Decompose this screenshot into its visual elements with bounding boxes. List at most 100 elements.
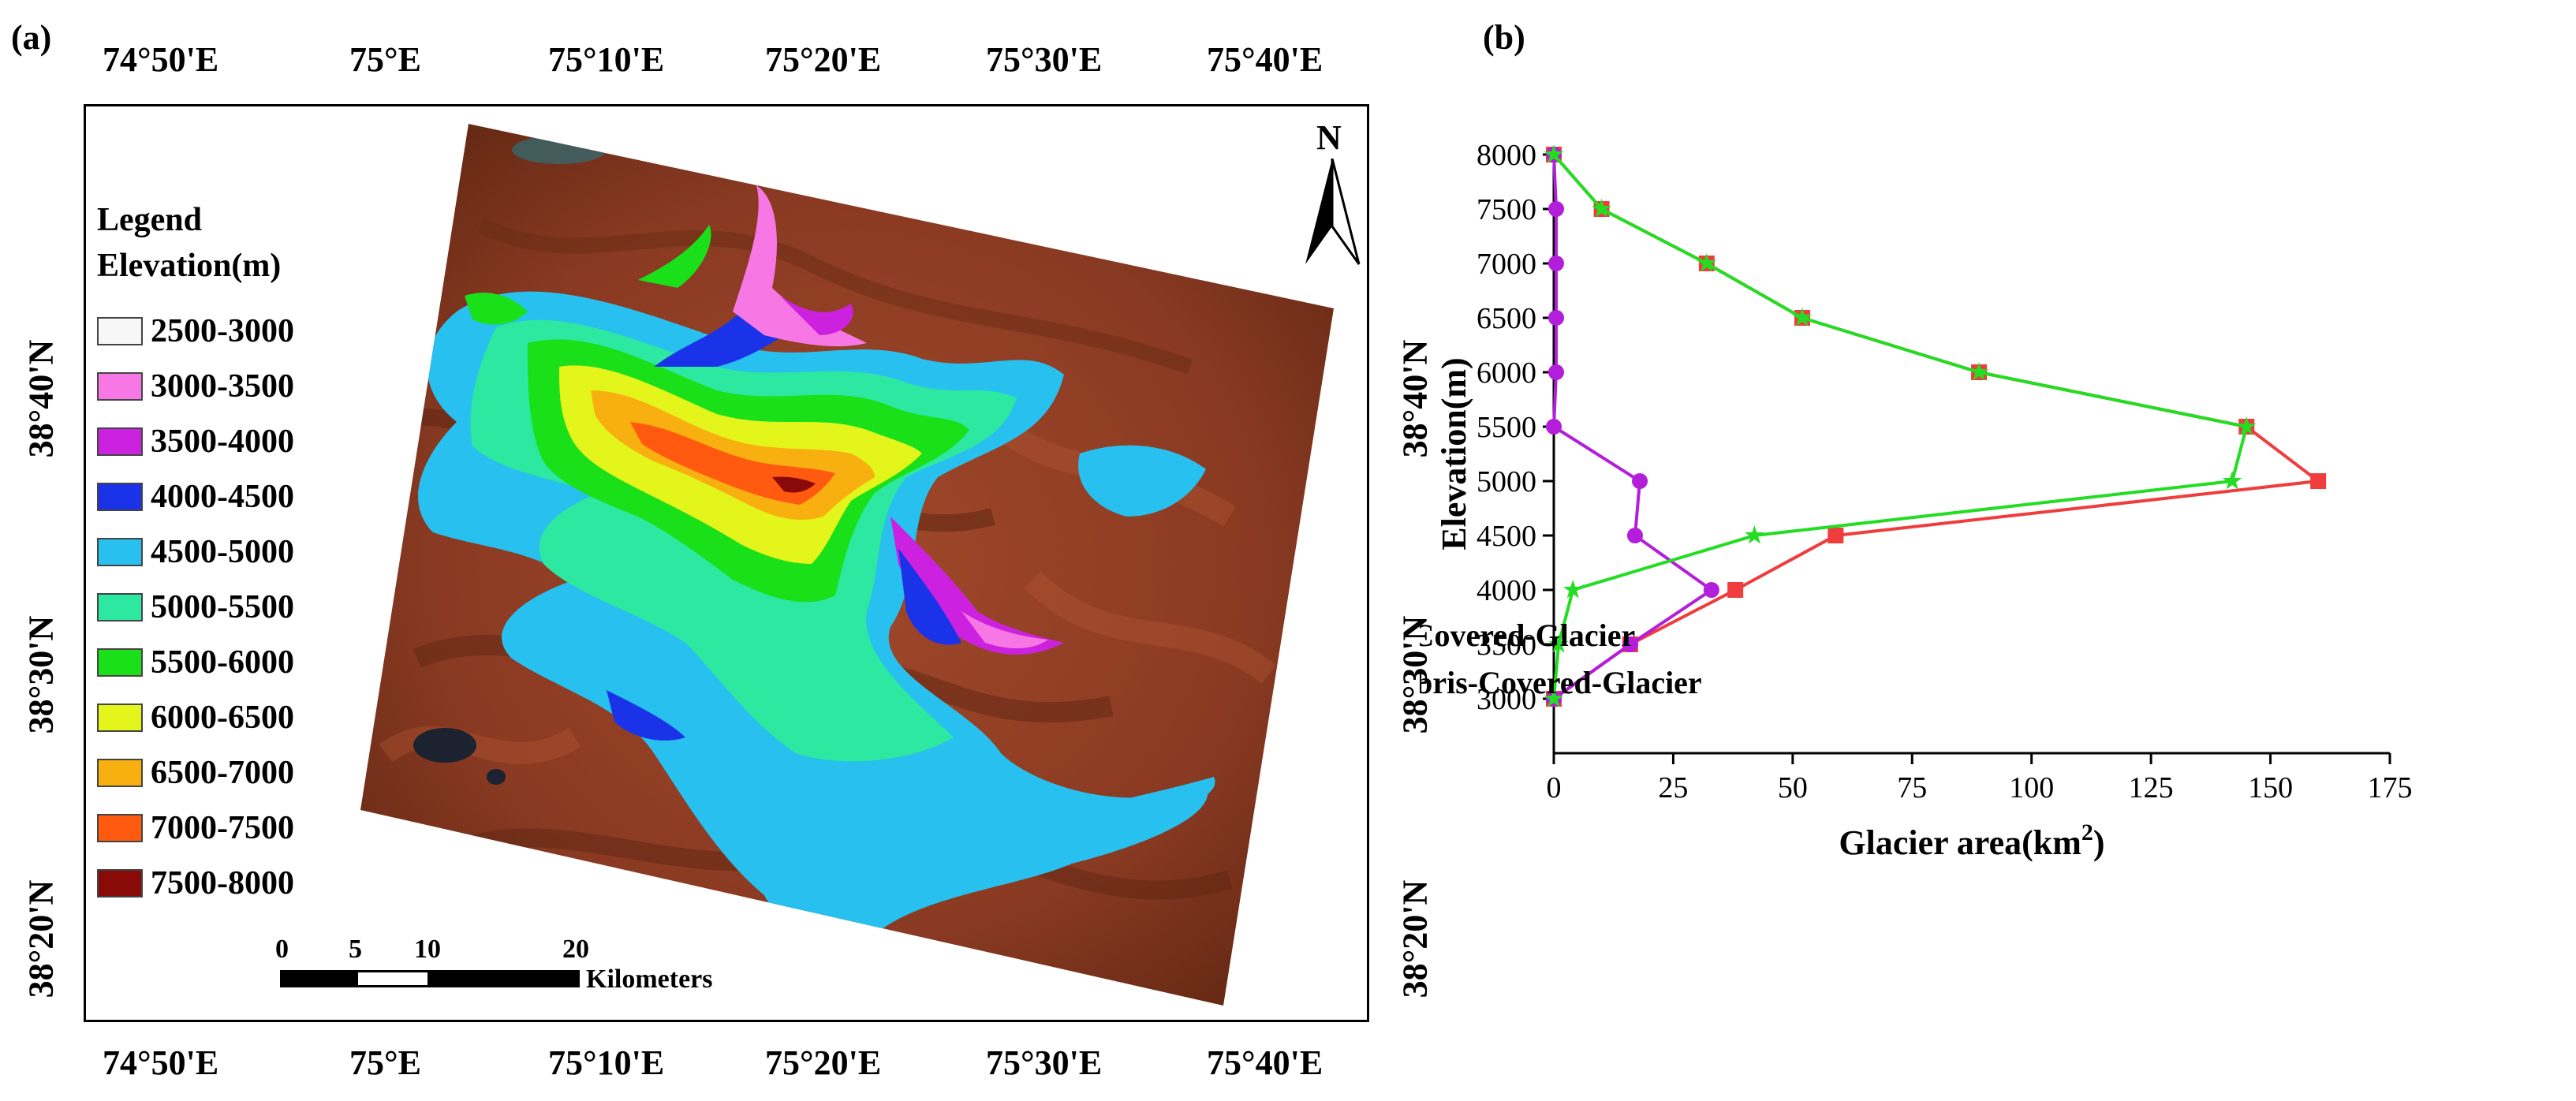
bottom-lon-tick: 75°40'E [1207,1043,1323,1082]
x-tick-label: 125 [2129,771,2174,804]
legend-swatch [97,483,143,511]
data-point [1548,634,1569,653]
top-lon-tick: 75°E [349,40,421,79]
legend-title: Legend [97,202,203,238]
scale-bar: 0 5 10 20 Kilometers [275,935,827,998]
legend-swatch [97,704,143,732]
x-tick-label: 0 [1547,771,1562,804]
top-lon-tick: 75°20'E [765,40,882,79]
legend-swatch [97,427,143,456]
series-line [1552,153,2249,700]
scale-tick-label: 0 [275,935,289,964]
legend-item: 4000-4500 [97,469,294,524]
y-tick-label: 7500 [1477,193,1536,226]
bottom-lon-tick: 75°E [349,1043,421,1082]
data-point [1548,364,1565,380]
legend-swatch [97,869,143,898]
left-lat-tick: 38°30'N [21,615,61,734]
legend-label: 5000-5500 [151,589,294,625]
y-tick-label: 8000 [1477,139,1536,172]
data-point [1562,580,1583,599]
legend-item: 7500-8000 [97,856,294,911]
left-lat-tick: 38°40'N [21,339,61,458]
bottom-lon-tick: 75°20'E [765,1043,882,1082]
map-frame: N Legend Elevation(m) 2500-3000 3000-3500… [84,104,1369,1022]
data-point [1548,256,1565,271]
map-legend: Legend Elevation(m) 2500-3000 3000-3500 35… [97,201,294,911]
legend-label: 4000-4500 [151,479,294,515]
y-tick-label: 6500 [1477,302,1536,335]
legend-swatch [97,759,143,787]
legend-label: Debris-Covered-Glacier [1420,618,1635,653]
legend-swatch [97,538,143,566]
scale-segment-white [356,970,430,987]
y-tick-label: 4500 [1477,520,1536,553]
y-tick-label: 3500 [1477,629,1536,662]
legend-item: 5000-5500 [97,580,294,635]
legend-item: 7000-7500 [97,801,294,856]
legend-label: 6500-7000 [151,755,294,791]
legend-item: 3000-3500 [97,359,294,414]
top-lon-tick: 75°30'E [986,40,1103,79]
y-axis-label: Elevation(m) [1435,357,1473,550]
data-point [1622,636,1638,652]
elevation-area-chart: 0 25 50 75 100 125 150 175 3000 3500 4000 4500 5000 5… [1250,118,2576,1097]
x-tick-label: 75 [1897,771,1927,804]
data-point [1827,528,1844,543]
legend-swatch [97,814,143,842]
chart-svg: 0 25 50 75 100 125 150 175 3000 3500 4000 4500 5000 5… [1250,139,2413,862]
scale-tick-label: 10 [414,935,441,964]
legend-item: 4500-5000 [97,524,294,580]
north-label: N [1316,118,1342,157]
x-tick-label: 150 [2248,771,2293,804]
glacier-bands [418,185,1215,946]
x-tick-label: 50 [1778,771,1808,804]
bottom-lon-tick: 75°10'E [548,1043,665,1082]
data-point [1548,310,1565,326]
legend-swatch [97,648,143,677]
data-point [1548,201,1565,217]
x-tick-label: 175 [2368,771,2413,804]
legend-swatch [97,593,143,621]
data-point [1632,473,1648,489]
legend-item: 3500-4000 [97,414,294,469]
x-tick-label: 100 [2009,771,2054,804]
legend-label: 2500-3000 [151,313,294,349]
data-point [1792,308,1813,327]
y-tick-label: 5000 [1477,465,1536,498]
legend-swatch [97,317,143,345]
legend-item: 6500-7000 [97,745,294,801]
data-point [1626,528,1643,543]
legend-subtitle: Elevation(m) [97,248,282,284]
scale-tick-label: 5 [349,935,362,964]
legend-swatch [97,372,143,401]
top-lon-tick: 75°40'E [1207,40,1323,79]
x-axis-label: Glacier area(km2) [1839,819,2104,862]
x-tick-label: 25 [1658,771,1688,804]
satellite-map [360,124,1334,1006]
legend-label: 6000-6500 [151,700,294,736]
north-arrow: N [1301,118,1379,267]
north-arrow-icon [1305,159,1361,265]
data-point [2310,473,2327,489]
y-tick-label: 3000 [1477,683,1536,716]
bottom-lon-tick: 75°30'E [986,1043,1103,1082]
legend-item: 5500-6000 [97,635,294,690]
left-lat-tick: 38°20'N [21,879,61,998]
bottom-lon-tick: 74°50'E [103,1043,219,1082]
scale-unit: Kilometers [586,965,713,994]
data-point [1544,144,1564,163]
y-tick-label: 5500 [1477,411,1536,444]
data-point [1969,362,1989,381]
data-point [1544,689,1564,707]
data-point [1703,582,1719,598]
legend-label: Non-Debris-Covered-Glacier [1420,665,1702,700]
data-point [2222,471,2242,490]
legend-label: 5500-6000 [151,644,294,681]
data-point [1592,199,1611,218]
top-lon-tick: 75°10'E [548,40,665,79]
scale-tick-label: 20 [562,935,589,964]
data-point [1727,582,1744,598]
y-tick-label: 4000 [1477,574,1536,607]
y-tick-label: 6000 [1477,356,1536,390]
